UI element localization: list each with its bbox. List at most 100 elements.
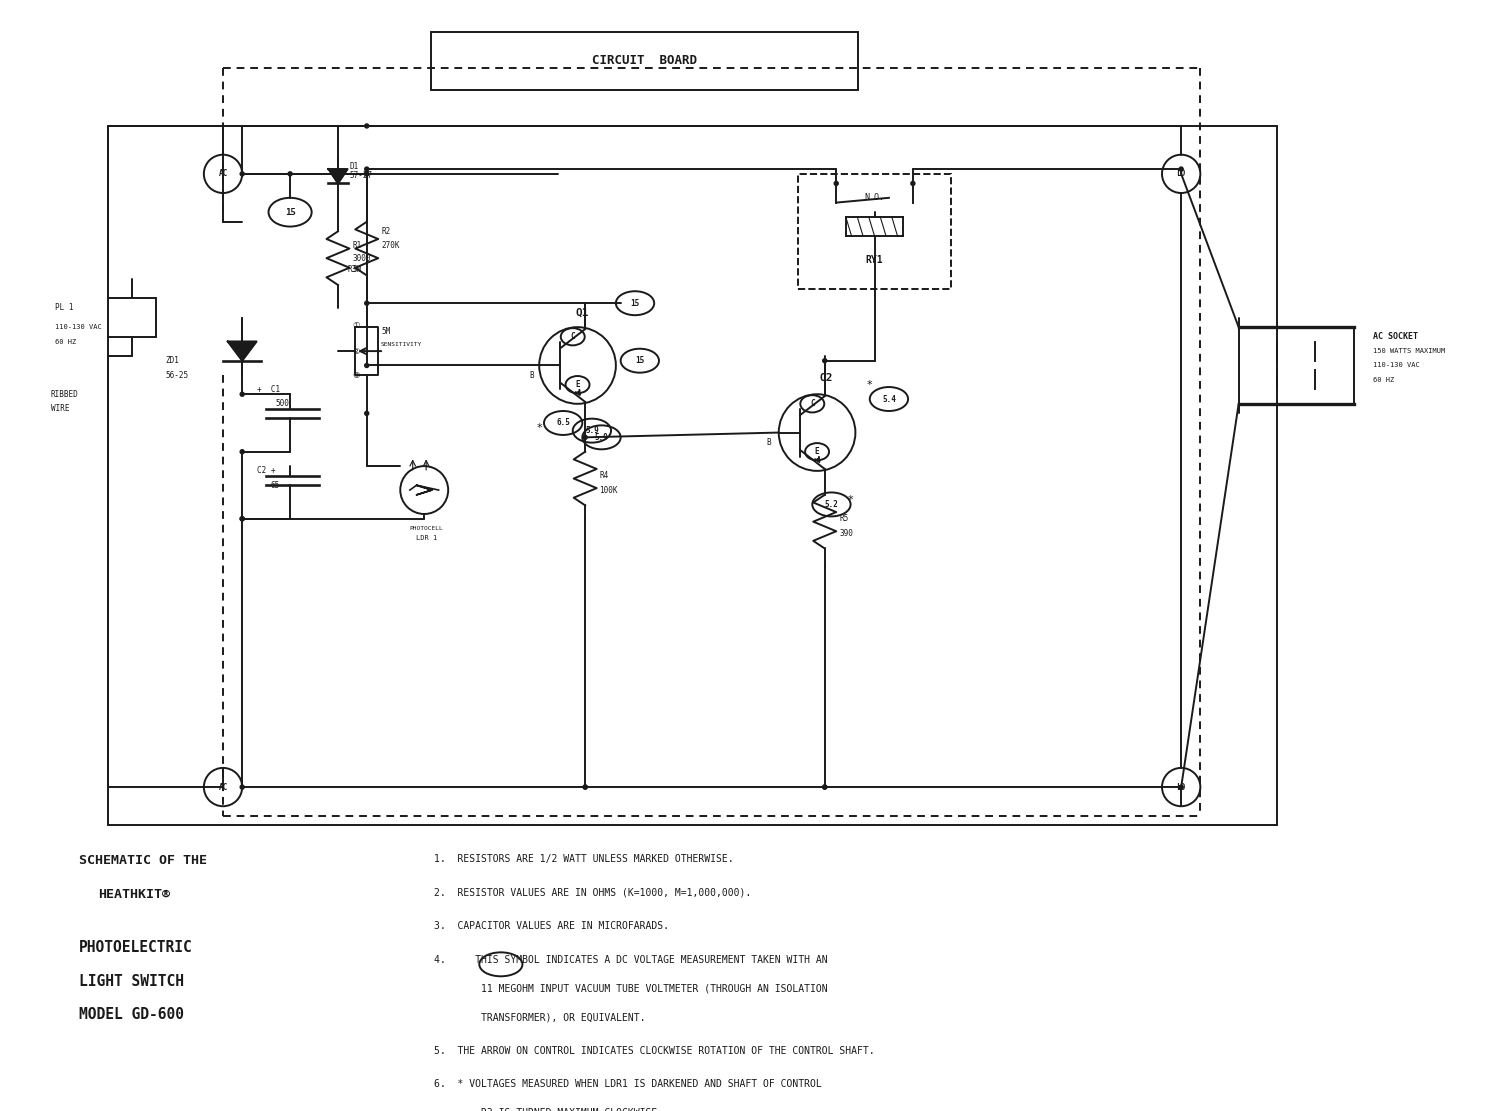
Text: R3 IS TURNED MAXIMUM CLOCKWISE.: R3 IS TURNED MAXIMUM CLOCKWISE. — [433, 1108, 663, 1111]
Circle shape — [584, 785, 586, 789]
Text: ZD1: ZD1 — [165, 357, 180, 366]
Text: Q1: Q1 — [576, 308, 590, 318]
Circle shape — [1179, 785, 1184, 789]
Circle shape — [240, 517, 244, 521]
Text: WIRE: WIRE — [51, 404, 69, 413]
Text: SCHEMATIC OF THE: SCHEMATIC OF THE — [80, 854, 207, 868]
Circle shape — [240, 392, 244, 397]
Text: R1: R1 — [352, 241, 362, 250]
Text: R4: R4 — [600, 471, 609, 480]
Circle shape — [364, 172, 369, 176]
Circle shape — [240, 450, 244, 453]
Circle shape — [822, 359, 827, 362]
Text: E: E — [815, 448, 819, 457]
Text: 15: 15 — [634, 357, 645, 366]
Circle shape — [364, 411, 369, 416]
Text: 57-27: 57-27 — [350, 171, 372, 180]
Circle shape — [1179, 167, 1184, 171]
Circle shape — [822, 785, 827, 789]
Text: R3: R3 — [348, 266, 357, 274]
Text: N.O.: N.O. — [864, 193, 885, 202]
Text: E: E — [574, 380, 580, 389]
Text: Q2: Q2 — [821, 372, 834, 382]
Text: SENSITIVITY: SENSITIVITY — [381, 342, 423, 347]
Circle shape — [584, 785, 586, 789]
Text: 60 HZ: 60 HZ — [56, 339, 76, 344]
Text: 5M: 5M — [381, 328, 390, 337]
Text: ②: ② — [352, 347, 360, 356]
Text: 3.  CAPACITOR VALUES ARE IN MICROFARADS.: 3. CAPACITOR VALUES ARE IN MICROFARADS. — [433, 921, 669, 931]
Circle shape — [240, 172, 244, 176]
Text: R5: R5 — [839, 514, 849, 523]
Text: 5.2: 5.2 — [825, 500, 839, 509]
Text: 2.  RESISTOR VALUES ARE IN OHMS (K=1000, M=1,000,000).: 2. RESISTOR VALUES ARE IN OHMS (K=1000, … — [433, 888, 752, 898]
Text: 1.  RESISTORS ARE 1/2 WATT UNLESS MARKED OTHERWISE.: 1. RESISTORS ARE 1/2 WATT UNLESS MARKED … — [433, 854, 734, 864]
FancyBboxPatch shape — [430, 32, 858, 90]
Text: 4.     THIS SYMBOL INDICATES A DC VOLTAGE MEASUREMENT TAKEN WITH AN: 4. THIS SYMBOL INDICATES A DC VOLTAGE ME… — [433, 954, 828, 964]
Text: 500: 500 — [276, 399, 290, 409]
Text: 110-130 VAC: 110-130 VAC — [1372, 362, 1419, 369]
Text: 15: 15 — [630, 299, 639, 308]
Text: ③: ③ — [352, 371, 360, 380]
Text: R2: R2 — [381, 227, 390, 236]
Text: 150 WATTS MAXIMUM: 150 WATTS MAXIMUM — [1372, 348, 1444, 354]
Text: +  C1: + C1 — [256, 384, 279, 394]
Text: 390: 390 — [839, 529, 854, 538]
Circle shape — [364, 172, 369, 176]
Circle shape — [364, 363, 369, 368]
Polygon shape — [228, 341, 256, 361]
Circle shape — [834, 181, 839, 186]
Circle shape — [364, 167, 369, 171]
Text: LD: LD — [1176, 169, 1186, 179]
Circle shape — [336, 172, 340, 176]
Text: PL 1: PL 1 — [56, 303, 74, 312]
Text: 3000: 3000 — [352, 253, 370, 262]
Text: LIGHT SWITCH: LIGHT SWITCH — [80, 974, 184, 989]
Text: RY1: RY1 — [865, 256, 883, 266]
Text: B: B — [530, 371, 534, 380]
Text: AC: AC — [219, 169, 228, 179]
Text: MODEL GD-600: MODEL GD-600 — [80, 1008, 184, 1022]
Text: TRANSFORMER), OR EQUIVALENT.: TRANSFORMER), OR EQUIVALENT. — [433, 1012, 645, 1022]
Text: *: * — [537, 423, 542, 433]
Text: 5.9: 5.9 — [585, 427, 598, 436]
Text: D1: D1 — [350, 162, 358, 171]
Text: C: C — [570, 332, 574, 341]
Circle shape — [910, 181, 915, 186]
Circle shape — [364, 301, 369, 306]
Text: 5.4: 5.4 — [882, 394, 896, 403]
Circle shape — [240, 785, 244, 789]
Text: 5.  THE ARROW ON CONTROL INDICATES CLOCKWISE ROTATION OF THE CONTROL SHAFT.: 5. THE ARROW ON CONTROL INDICATES CLOCKW… — [433, 1045, 874, 1055]
Circle shape — [364, 124, 369, 128]
Text: 65: 65 — [272, 481, 280, 490]
Text: PHOTOCELL: PHOTOCELL — [410, 526, 442, 531]
Circle shape — [240, 517, 244, 521]
Text: PHOTOELECTRIC: PHOTOELECTRIC — [80, 940, 194, 955]
Text: 11 MEGOHM INPUT VACUUM TUBE VOLTMETER (THROUGH AN ISOLATION: 11 MEGOHM INPUT VACUUM TUBE VOLTMETER (T… — [433, 983, 828, 993]
Text: CIRCUIT  BOARD: CIRCUIT BOARD — [592, 54, 698, 68]
Text: RIBBED: RIBBED — [51, 390, 78, 399]
Circle shape — [822, 785, 827, 789]
Text: 60 HZ: 60 HZ — [1372, 377, 1394, 383]
Text: HEATHKIT®: HEATHKIT® — [99, 888, 171, 901]
Text: 5.9: 5.9 — [594, 433, 609, 442]
Text: 15: 15 — [285, 208, 296, 217]
Text: LD: LD — [1176, 782, 1186, 791]
Text: B: B — [766, 438, 771, 447]
Text: LDR 1: LDR 1 — [416, 536, 436, 541]
Text: 270K: 270K — [381, 241, 399, 250]
Text: 5W: 5W — [352, 266, 362, 274]
Text: AC: AC — [219, 782, 228, 791]
Text: 6.  * VOLTAGES MEASURED WHEN LDR1 IS DARKENED AND SHAFT OF CONTROL: 6. * VOLTAGES MEASURED WHEN LDR1 IS DARK… — [433, 1079, 822, 1089]
Text: C: C — [810, 399, 814, 409]
Text: 6.5: 6.5 — [556, 419, 570, 428]
Text: 56-25: 56-25 — [165, 371, 189, 380]
Text: 100K: 100K — [600, 486, 618, 494]
Text: *: * — [867, 380, 873, 390]
Text: AC SOCKET: AC SOCKET — [1372, 332, 1417, 341]
Text: *: * — [847, 494, 853, 504]
Text: C2 +: C2 + — [256, 467, 274, 476]
Circle shape — [288, 172, 292, 176]
Polygon shape — [328, 169, 348, 183]
Text: 110-130 VAC: 110-130 VAC — [56, 324, 102, 330]
